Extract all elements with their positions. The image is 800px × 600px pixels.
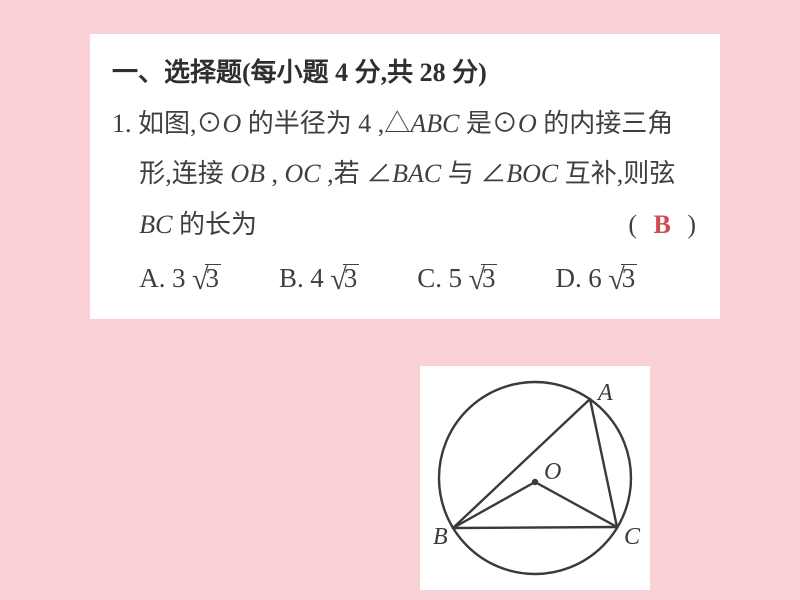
- math-BOC: BOC: [506, 159, 558, 188]
- svg-text:A: A: [596, 380, 613, 406]
- text-fragment: 形,连接: [139, 159, 230, 188]
- text-fragment: 的长为: [173, 210, 258, 239]
- option-coef: 4: [310, 263, 324, 293]
- sqrt-arg: 3: [205, 264, 222, 292]
- problem-card: 一、选择题(每小题 4 分,共 28 分) 1. 如图,⊙O 的半径为 4 ,△…: [90, 34, 720, 319]
- option-label: A.: [139, 263, 165, 293]
- math-ABC: ABC: [410, 109, 459, 138]
- geometry-figure: A B C O: [420, 366, 650, 595]
- text-fragment: 互补,则弦: [558, 159, 675, 188]
- problem-line-2: 形,连接 OB , OC ,若 ∠BAC 与 ∠BOC 互补,则弦: [112, 149, 698, 200]
- sqrt-arg: 3: [481, 264, 498, 292]
- section-scoring: (每小题 4 分,共 28 分): [242, 58, 487, 87]
- option-coef: 3: [172, 263, 186, 293]
- options-row: A. 3 √3 B. 4 √3 C. 5 √3 D. 6 √3: [112, 251, 698, 310]
- answer-letter: B: [647, 210, 678, 239]
- math-O: O: [223, 109, 242, 138]
- math-BAC: BAC: [392, 159, 441, 188]
- math-O: O: [518, 109, 537, 138]
- sqrt: √3: [192, 251, 221, 310]
- problem-tail: BC 的长为: [139, 200, 257, 251]
- option-coef: 6: [588, 263, 602, 293]
- option-c: C. 5 √3: [417, 251, 497, 310]
- svg-text:C: C: [624, 524, 641, 550]
- option-a: A. 3 √3: [139, 251, 221, 310]
- text-fragment: 是⊙: [459, 109, 518, 138]
- sqrt: √3: [330, 251, 359, 310]
- option-label: C.: [417, 263, 442, 293]
- option-b: B. 4 √3: [279, 251, 359, 310]
- paren-close: ): [687, 210, 698, 239]
- text-fragment: 与 ∠: [441, 159, 506, 188]
- math-BC: BC: [139, 210, 172, 239]
- section-label: 一、选择题: [112, 58, 242, 87]
- section-heading: 一、选择题(每小题 4 分,共 28 分): [112, 48, 698, 99]
- svg-text:O: O: [544, 459, 561, 485]
- problem-line-3: BC 的长为 ( B ): [112, 200, 698, 251]
- option-label: B.: [279, 263, 304, 293]
- math-OB: OB: [230, 159, 265, 188]
- option-d: D. 6 √3: [555, 251, 637, 310]
- text-fragment: ,: [265, 159, 285, 188]
- paren-open: (: [628, 210, 639, 239]
- sqrt: √3: [608, 251, 637, 310]
- option-label: D.: [555, 263, 581, 293]
- text-fragment: 如图,⊙: [138, 109, 223, 138]
- text-fragment: ,若 ∠: [321, 159, 393, 188]
- option-coef: 5: [449, 263, 463, 293]
- problem-line-1: 1. 如图,⊙O 的半径为 4 ,△ABC 是⊙O 的内接三角: [112, 99, 698, 150]
- sqrt-arg: 3: [621, 264, 638, 292]
- sqrt-arg: 3: [343, 264, 360, 292]
- svg-text:B: B: [433, 524, 448, 550]
- text-fragment: 的半径为 4 ,△: [241, 109, 410, 138]
- answer-paren: ( B ): [628, 200, 698, 251]
- figure-svg: A B C O: [420, 366, 650, 590]
- problem-number: 1.: [112, 109, 132, 138]
- sqrt: √3: [469, 251, 498, 310]
- problem-body: 1. 如图,⊙O 的半径为 4 ,△ABC 是⊙O 的内接三角 形,连接 OB …: [112, 99, 698, 310]
- math-OC: OC: [284, 159, 320, 188]
- text-fragment: 的内接三角: [537, 109, 674, 138]
